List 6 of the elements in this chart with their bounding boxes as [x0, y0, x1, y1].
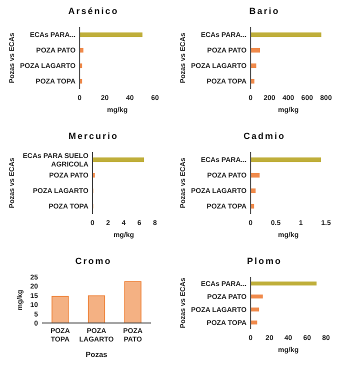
chart-title: Cromo: [75, 256, 112, 266]
chart-title: Bario: [249, 6, 280, 16]
chart-title: Plomo: [246, 256, 282, 266]
chart-title: Cadmio: [243, 131, 286, 141]
chart-title: Mercurio: [68, 131, 119, 141]
chart-title: Arsénico: [68, 6, 119, 16]
